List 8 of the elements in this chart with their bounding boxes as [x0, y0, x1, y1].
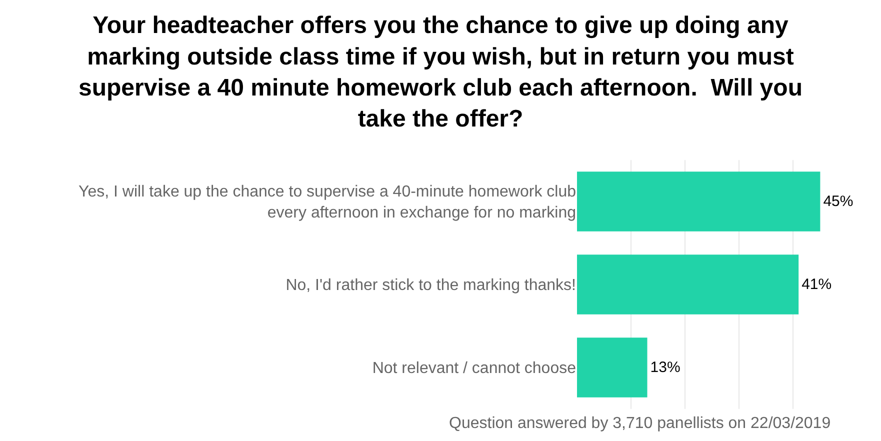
chart-title: Your headteacher offers you the chance to give up doing any marking outside class time if you wish, but in return you must supervise a 40 minute homework club each afternoon. Will you take the offer?: [78, 12, 802, 133]
text: Question answered by 3,710 panellists on 22/03/2019: [449, 415, 831, 432]
data-label: 13%: [650, 359, 680, 376]
y-tick-label: Yes, I will take up the chance to supervise a 40-minute homework club every afternoon in exchange for no marking: [78, 184, 576, 222]
y-tick-label: No, I'd rather stick to the marking thanks!: [286, 277, 576, 294]
y-tick-label: Not relevant / cannot choose: [372, 360, 576, 378]
data-label: 45%: [823, 193, 854, 210]
data-label: 41%: [802, 276, 832, 293]
